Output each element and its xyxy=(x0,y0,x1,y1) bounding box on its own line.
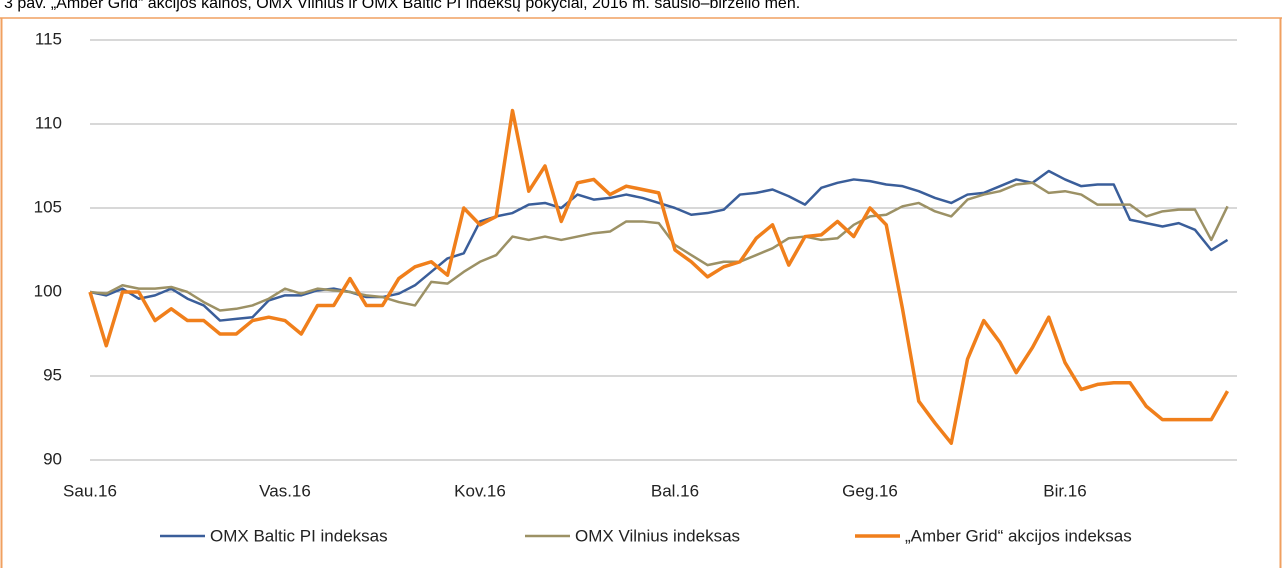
x-tick-label: Kov.16 xyxy=(454,481,506,500)
legend-label: OMX Baltic PI indeksas xyxy=(210,526,388,545)
y-tick-label: 95 xyxy=(43,365,62,384)
x-tick-label: Bir.16 xyxy=(1043,481,1086,500)
y-tick-label: 115 xyxy=(35,29,62,48)
x-tick-label: Vas.16 xyxy=(259,481,311,500)
series-line xyxy=(88,108,1230,445)
series-line xyxy=(89,181,1229,312)
y-tick-label: 100 xyxy=(34,281,62,300)
legend-label: OMX Vilnius indeksas xyxy=(575,526,740,545)
y-tick-label: 105 xyxy=(34,197,62,216)
series-line xyxy=(89,169,1229,322)
chart-title: 3 pav. „Amber Grid“ akcijos kainos, OMX … xyxy=(4,0,800,12)
x-tick-label: Sau.16 xyxy=(63,481,117,500)
x-tick-label: Geg.16 xyxy=(842,481,898,500)
legend-label: „Amber Grid“ akcijos indeksas xyxy=(905,526,1132,545)
y-tick-label: 110 xyxy=(35,113,62,132)
y-tick-label: 90 xyxy=(43,449,62,468)
x-tick-label: Bal.16 xyxy=(651,481,699,500)
